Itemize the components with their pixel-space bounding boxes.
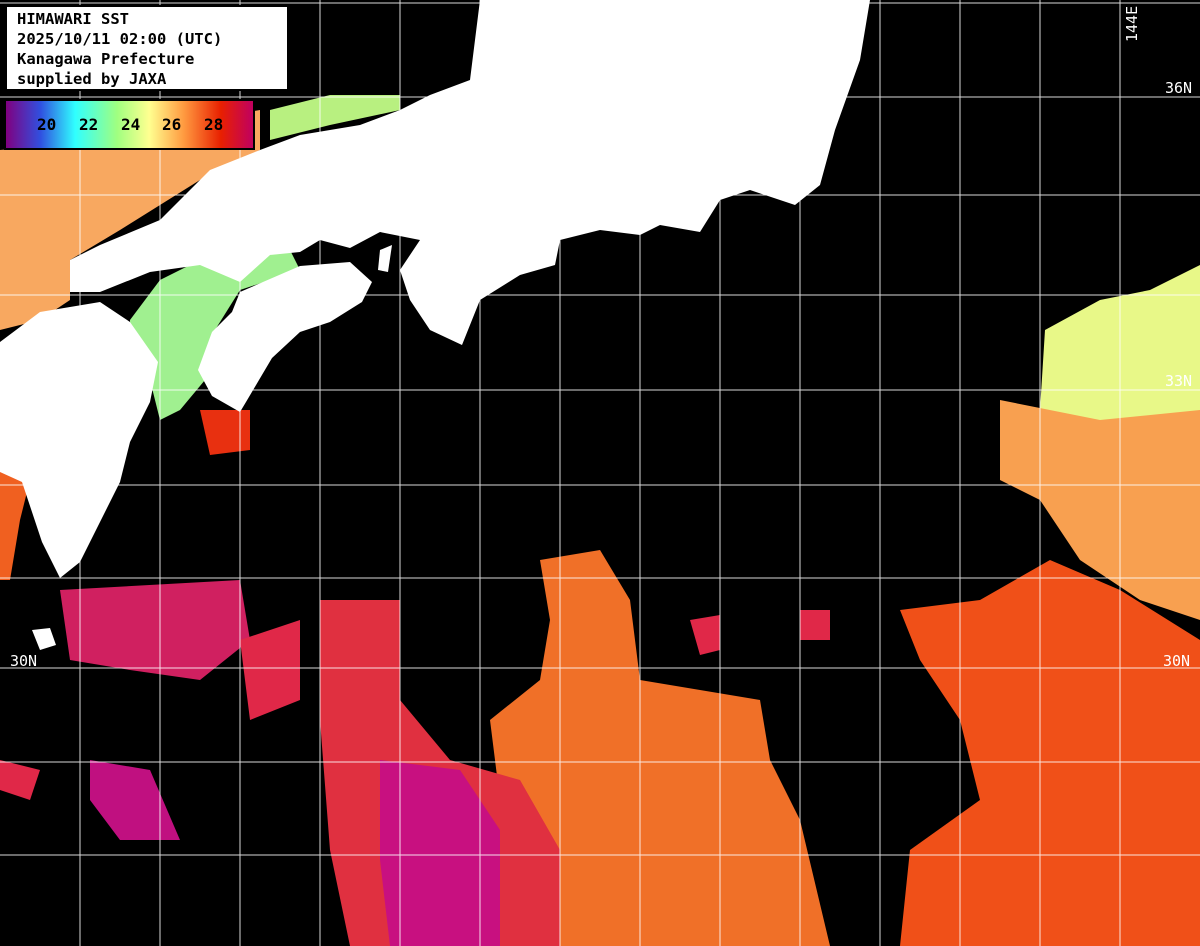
lat-label-33n-left: 33N [10, 372, 38, 390]
land-awaji [378, 245, 392, 272]
sst-area-southwest-magenta [90, 760, 180, 840]
land-honshu [70, 0, 870, 345]
land [0, 0, 870, 650]
product-title: HIMAWARI SST [17, 10, 129, 28]
land-kyushu [0, 302, 158, 578]
region-label: Kanagawa Prefecture [17, 50, 195, 68]
legend-tick: 28 [204, 115, 224, 134]
land-tanegashima [32, 628, 56, 650]
lat-label-30n-left: 30N [10, 652, 38, 670]
legend-tick: 24 [121, 115, 141, 134]
sst-area-sea-of-japan-green [270, 95, 400, 140]
legend-tick: 20 [37, 115, 57, 134]
sst-area-inland-sea [130, 250, 300, 420]
land-shikoku [198, 262, 372, 412]
lat-label-30n-right: 30N [1163, 652, 1191, 670]
lat-label-33n-right: 33N [1165, 372, 1193, 390]
legend-tick: 26 [162, 115, 182, 134]
sst-area-east-orange [1000, 400, 1200, 620]
info-box: HIMAWARI SST 2025/10/11 02:00 (UTC) Kana… [5, 5, 289, 91]
sst-area-west-orange [0, 110, 260, 330]
sst-area-central-orange [490, 550, 830, 946]
sst-area-east-red [900, 560, 1200, 946]
sst-area-bungo [200, 410, 250, 455]
sst-area-magenta-core [380, 760, 500, 946]
lat-label-36n: 36N [1165, 79, 1193, 97]
color-scale-legend: 20 22 24 26 28 [4, 99, 255, 150]
lon-label-136e: 136E [483, 5, 501, 42]
legend-tick: 22 [79, 115, 99, 134]
sst-area-west-magenta [60, 580, 250, 680]
credit-label: supplied by JAXA [17, 70, 167, 88]
observation-datetime: 2025/10/11 02:00 (UTC) [17, 30, 223, 48]
lon-label-144e: 144E [1123, 5, 1141, 42]
sst-field [0, 95, 1200, 946]
